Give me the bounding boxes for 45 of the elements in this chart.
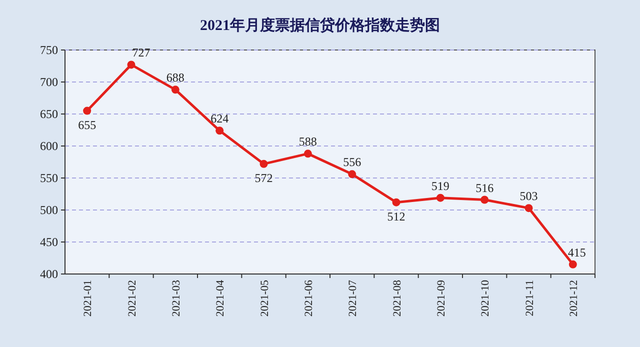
x-tick-label: 2021-07 <box>347 280 360 317</box>
data-label: 572 <box>254 170 273 185</box>
x-tick-label: 2021-09 <box>435 280 448 317</box>
point <box>304 150 312 158</box>
x-tick-label: 2021-01 <box>82 280 94 317</box>
data-label: 556 <box>343 155 362 170</box>
point <box>83 106 92 115</box>
x-tick-label: 2021-02 <box>126 280 138 317</box>
point <box>436 194 444 202</box>
y-tick-label: 750 <box>40 43 58 57</box>
data-label: 588 <box>298 134 317 149</box>
y-tick-label: 450 <box>40 235 58 249</box>
y-tick-label: 500 <box>40 203 58 217</box>
point <box>127 60 136 69</box>
y-tick-label: 400 <box>40 267 58 281</box>
y-tick-label: 550 <box>40 171 58 185</box>
data-label: 624 <box>210 112 229 126</box>
point <box>480 196 489 204</box>
x-tick-label: 2021-11 <box>524 280 536 316</box>
chart-title: 2021年月度票据信贷价格指数走势图 <box>200 16 440 34</box>
point <box>216 126 224 135</box>
x-tick-label: 2021-03 <box>170 280 182 317</box>
data-label: 516 <box>476 180 494 195</box>
data-label: 688 <box>166 70 184 85</box>
point <box>260 160 268 168</box>
x-tick-label: 2021-04 <box>214 280 227 317</box>
x-tick-label: 2021-12 <box>568 280 580 317</box>
point <box>171 86 180 94</box>
x-tick-label: 2021-10 <box>480 280 492 317</box>
data-label: 519 <box>431 178 450 193</box>
data-label: 415 <box>568 245 586 260</box>
point <box>524 204 533 212</box>
y-tick-label: 700 <box>40 75 58 89</box>
data-label: 727 <box>132 46 150 60</box>
x-tick-label: 2021-05 <box>258 280 271 317</box>
data-label: 655 <box>78 118 96 132</box>
data-label: 503 <box>520 189 538 204</box>
point <box>348 170 356 178</box>
point <box>568 260 577 268</box>
y-tick-label: 650 <box>40 107 58 121</box>
point <box>392 198 400 206</box>
x-tick-label: 2021-08 <box>391 280 404 317</box>
x-tick-label: 2021-06 <box>302 280 315 317</box>
y-tick-label: 600 <box>40 139 58 153</box>
data-label: 512 <box>387 209 406 224</box>
